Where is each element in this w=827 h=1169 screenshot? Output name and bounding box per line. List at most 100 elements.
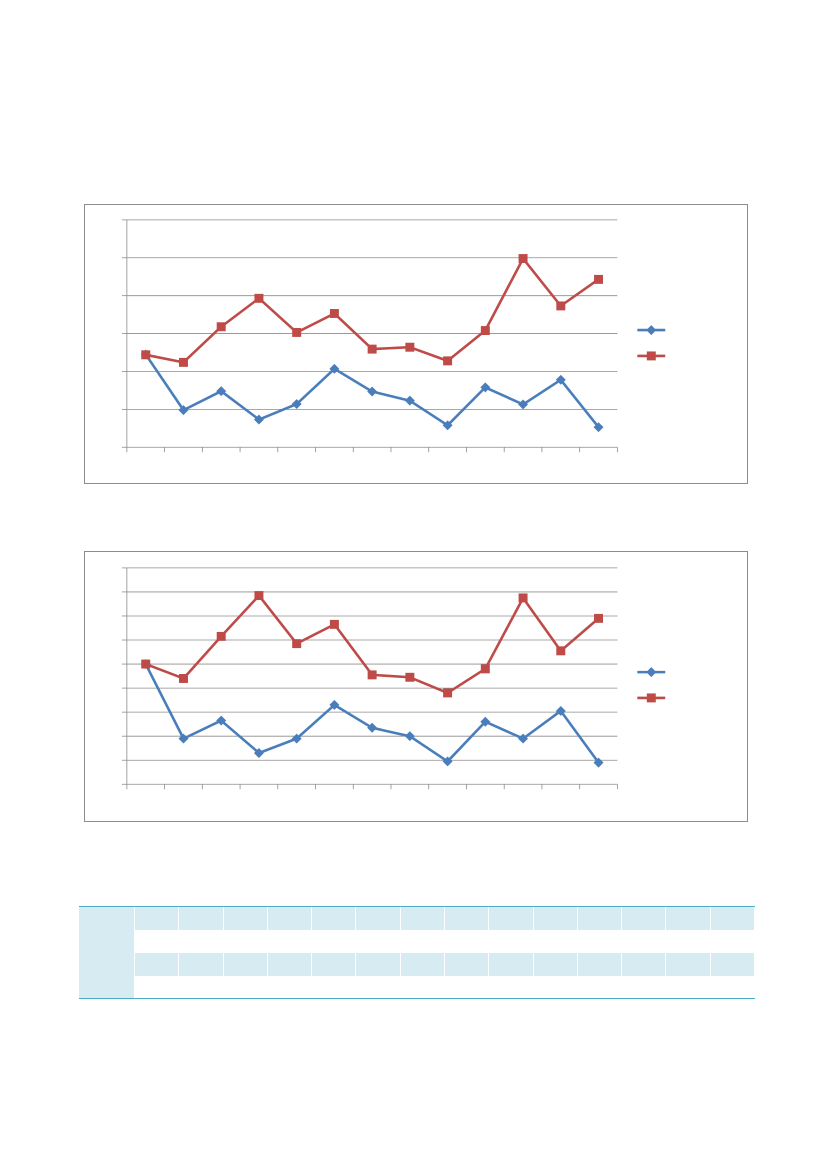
series-1-point xyxy=(555,705,566,716)
series-2-point xyxy=(254,293,264,303)
series-2-point xyxy=(216,322,226,332)
series-1-point xyxy=(178,405,189,416)
table-cell xyxy=(533,906,578,930)
series-1-point xyxy=(518,399,529,410)
series-1-point xyxy=(367,386,378,397)
table-cell xyxy=(79,930,135,953)
series-2-point xyxy=(329,619,339,629)
series-2-point xyxy=(443,688,453,698)
table-cell xyxy=(710,976,756,999)
series-1-point xyxy=(216,715,227,726)
table-cell xyxy=(267,884,313,907)
table-cell xyxy=(444,976,490,999)
table-cell xyxy=(79,884,135,907)
table-cell xyxy=(710,884,756,907)
table-row xyxy=(79,906,756,930)
series-1-point xyxy=(442,756,453,767)
table-cell xyxy=(665,906,711,930)
table-cell xyxy=(79,953,135,976)
table-cell xyxy=(533,884,578,907)
table-cell xyxy=(400,884,445,907)
series-2-point xyxy=(480,664,490,674)
series-1-point xyxy=(216,386,227,397)
table-cell xyxy=(223,930,268,953)
data-table xyxy=(79,884,756,999)
series-2-point xyxy=(405,672,415,682)
table-row xyxy=(79,953,756,976)
table-cell xyxy=(665,884,711,907)
table-cell xyxy=(178,976,224,999)
series-2-point xyxy=(518,593,528,603)
series-2-point xyxy=(178,674,188,683)
series-1-point xyxy=(367,722,378,733)
table-cell xyxy=(311,953,357,976)
table-cell xyxy=(444,930,490,953)
table-cell xyxy=(223,884,268,907)
table-cell xyxy=(267,953,313,976)
table-cell xyxy=(665,930,711,953)
table-cell xyxy=(444,906,490,930)
table-cell xyxy=(710,953,756,976)
table-cell xyxy=(577,884,623,907)
series-1-point xyxy=(593,757,604,768)
series-1-point xyxy=(480,382,491,393)
table-cell xyxy=(355,930,401,953)
table-cell xyxy=(533,976,578,999)
table-cell xyxy=(79,976,135,999)
table-cell xyxy=(223,953,268,976)
series-1-point xyxy=(329,363,340,374)
table-cell xyxy=(621,953,667,976)
table-cell xyxy=(621,976,667,999)
chart-2-plot xyxy=(121,567,666,790)
series-2-point xyxy=(216,631,226,641)
table-cell xyxy=(79,906,135,930)
series-2-point xyxy=(329,309,339,318)
series-1-point xyxy=(518,733,529,744)
table-cell xyxy=(621,884,667,907)
series-2-point xyxy=(292,327,302,337)
table-cell xyxy=(665,953,711,976)
table-cell xyxy=(355,884,401,907)
table-cell xyxy=(134,953,180,976)
table-cell xyxy=(311,906,357,930)
table-cell xyxy=(355,906,401,930)
series-2-point xyxy=(367,670,377,680)
table-cell xyxy=(577,906,623,930)
table-cell xyxy=(311,930,357,953)
series-1-point xyxy=(555,374,566,385)
table-cell xyxy=(444,953,490,976)
table-cell xyxy=(267,976,313,999)
series-2-point xyxy=(254,591,264,600)
table-cell xyxy=(267,906,313,930)
table-cell xyxy=(400,930,445,953)
table-cell xyxy=(577,976,623,999)
legend-key-series-2-marker xyxy=(646,693,656,703)
table-cell xyxy=(400,953,445,976)
series-2-point xyxy=(556,646,566,656)
table-cell xyxy=(665,976,711,999)
table-row xyxy=(79,930,756,953)
table-cell xyxy=(355,976,401,999)
table-cell xyxy=(134,884,180,907)
series-2-point xyxy=(594,613,604,623)
series-2-point xyxy=(405,342,415,352)
series-2-point xyxy=(443,356,453,366)
table-row xyxy=(79,884,756,907)
table-cell xyxy=(355,953,401,976)
table-cell xyxy=(621,906,667,930)
table-cell xyxy=(488,930,534,953)
table-cell xyxy=(311,884,357,907)
table-cell xyxy=(178,930,224,953)
table-cell xyxy=(134,930,180,953)
table-cell xyxy=(577,930,623,953)
series-2-point xyxy=(594,274,604,284)
series-2-point xyxy=(518,254,528,264)
series-1-point xyxy=(404,395,415,406)
table-cell xyxy=(178,884,224,907)
series-1-point xyxy=(593,422,604,433)
series-2-point xyxy=(292,639,302,649)
series-1-point xyxy=(253,748,264,758)
table-cell xyxy=(444,884,490,907)
series-2-point xyxy=(141,350,151,360)
table-row xyxy=(79,976,756,999)
